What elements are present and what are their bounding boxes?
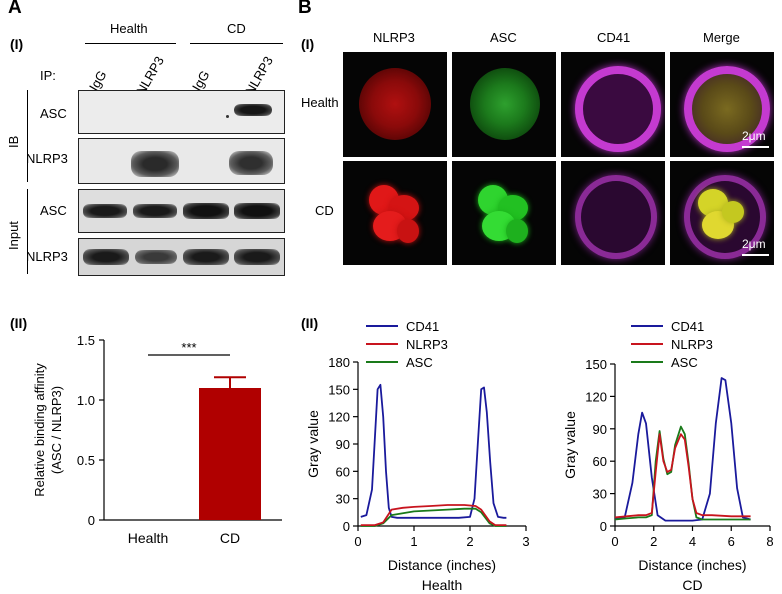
col-label-cd41: CD41 <box>597 30 631 45</box>
y-tick-label: 60 <box>336 464 350 479</box>
legend-label-asc: ASC <box>406 355 433 370</box>
x-axis-label: Distance (inches) <box>638 557 746 573</box>
bar-cd <box>199 388 261 520</box>
row-label-nlrp3-ib: NLRP3 <box>26 151 68 166</box>
y-axis-label: Gray value <box>562 411 578 479</box>
y-tick-label: 150 <box>328 382 350 397</box>
micro-cd-merge: 2μm <box>670 161 774 265</box>
legend-label-nlrp3: NLRP3 <box>406 337 448 352</box>
scale-bar-health <box>742 146 769 148</box>
group-cd-label: CD <box>227 21 246 36</box>
y-tick-label: 60 <box>593 454 607 469</box>
row-label-nlrp3-input: NLRP3 <box>26 249 68 264</box>
row-label-asc-input: ASC <box>40 203 67 218</box>
y-tick-label: 90 <box>336 437 350 452</box>
x-tick-label: 4 <box>689 534 696 549</box>
panel-b2-sub: (II) <box>301 315 319 331</box>
scale-bar-cd <box>742 254 769 256</box>
micro-health-merge: 2μm <box>670 52 774 157</box>
significance-label: *** <box>181 340 196 355</box>
y-axis-label: Gray value <box>305 410 321 478</box>
x-tick-label: 3 <box>522 534 529 549</box>
x-tick-label: 1 <box>410 534 417 549</box>
group-health-label: Health <box>110 21 148 36</box>
y-tick-label: 180 <box>328 355 350 370</box>
micro-health-nlrp3 <box>343 52 447 157</box>
blot-input-asc <box>78 189 285 233</box>
blot-ib-nlrp3 <box>78 138 285 184</box>
micro-health-cd41 <box>561 52 665 157</box>
legend-label-cd41: CD41 <box>671 319 704 334</box>
panel-a-letter: A <box>8 0 22 18</box>
y-tick-label: 0 <box>343 519 350 534</box>
input-bracket <box>27 189 28 274</box>
panel-a-sub: (I) <box>10 36 24 52</box>
micro-health-asc <box>452 52 556 157</box>
y-tick-label: 30 <box>593 487 607 502</box>
row-label-health: Health <box>301 95 339 110</box>
x-tick-label: 8 <box>766 534 773 549</box>
input-label: Input <box>6 221 21 250</box>
x-tick-label: 2 <box>466 534 473 549</box>
x-tick-label: Health <box>128 530 168 546</box>
y-tick-label: 120 <box>328 410 350 425</box>
col-label-nlrp3: NLRP3 <box>373 30 415 45</box>
y-tick-label: 30 <box>336 492 350 507</box>
col-label-asc: ASC <box>490 30 517 45</box>
col-label-merge: Merge <box>703 30 740 45</box>
x-tick-label: 0 <box>611 534 618 549</box>
line-chart-health: 0 30 60 90 120 150 180 0 1 2 3 Distance (inches) Hea… <box>305 319 530 593</box>
row-label-asc-ib: ASC <box>40 106 67 121</box>
row-label-cd: CD <box>315 203 334 218</box>
y-tick-label: 1.5 <box>77 333 95 348</box>
series-line-asc <box>614 425 751 521</box>
chart-title: CD <box>682 577 702 593</box>
panel-b-sub: (I) <box>301 36 315 52</box>
x-tick-label: CD <box>220 530 240 546</box>
series-line-nlrp3 <box>614 433 751 519</box>
y-tick-label: 150 <box>585 357 607 372</box>
y-tick-label: 0 <box>600 519 607 534</box>
scale-label-cd: 2μm <box>742 237 766 251</box>
blot-input-nlrp3 <box>78 238 285 276</box>
micro-cd-asc <box>452 161 556 265</box>
bar-chart: 0 0.5 1.0 1.5 Relative binding affinity (ASC … <box>32 333 282 546</box>
legend-label-cd41: CD41 <box>406 319 439 334</box>
scale-label-health: 2μm <box>742 129 766 143</box>
series-line-nlrp3 <box>360 504 507 527</box>
y-axis-label: Relative binding affinity (ASC / NLRP3) <box>32 363 64 497</box>
y-tick-label: 1.0 <box>77 393 95 408</box>
series-line-asc <box>360 507 507 527</box>
series-line-cd41 <box>614 377 751 522</box>
y-tick-label: 120 <box>585 389 607 404</box>
group-cd-line <box>190 43 283 44</box>
micro-cd-cd41 <box>561 161 665 265</box>
group-health-line <box>85 43 176 44</box>
line-chart-cd: 0 30 60 90 120 150 0 2 4 6 8 Distance (inches) CD Gra… <box>562 319 774 593</box>
y-tick-label: 0.5 <box>77 453 95 468</box>
legend-label-asc: ASC <box>671 355 698 370</box>
ib-bracket <box>27 90 28 182</box>
series-line-cd41 <box>360 383 507 519</box>
legend-label-nlrp3: NLRP3 <box>671 337 713 352</box>
panel-b-letter: B <box>298 0 312 18</box>
x-axis-label: Distance (inches) <box>388 557 496 573</box>
x-tick-label: 0 <box>354 534 361 549</box>
y-tick-label: 0 <box>88 513 95 528</box>
ip-label: IP: <box>40 68 56 83</box>
micro-cd-nlrp3 <box>343 161 447 265</box>
x-tick-label: 2 <box>650 534 657 549</box>
blot-ib-asc <box>78 90 285 134</box>
ib-label: IB <box>6 135 21 148</box>
x-tick-label: 6 <box>728 534 735 549</box>
panel-a2-sub: (II) <box>10 315 28 331</box>
y-tick-label: 90 <box>593 422 607 437</box>
chart-title: Health <box>422 577 462 593</box>
